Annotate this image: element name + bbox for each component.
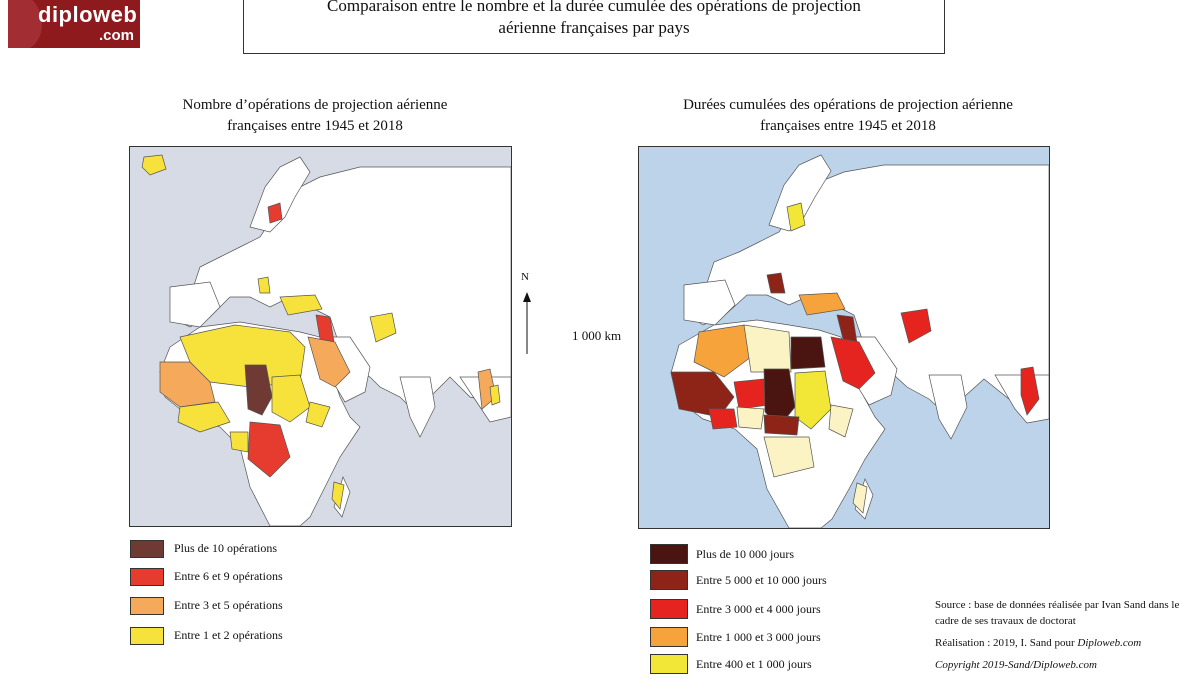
country-turkey bbox=[798, 292, 846, 316]
country-balkans bbox=[257, 276, 271, 294]
credits-source: Source : base de données réalisée par Iv… bbox=[935, 599, 1180, 627]
country-baltic bbox=[786, 202, 806, 232]
country-niger bbox=[733, 378, 770, 410]
credits-realisation: Réalisation : 2019, I. Sand pour Diplowe… bbox=[935, 635, 1197, 651]
diploweb-logo[interactable]: diploweb .com bbox=[8, 0, 140, 48]
map-right-title-line-1: Durées cumulées des opérations de projec… bbox=[683, 97, 1013, 113]
legend-swatch bbox=[650, 654, 688, 674]
country-sudan bbox=[794, 370, 832, 430]
land-india bbox=[399, 376, 436, 438]
country-horn bbox=[828, 404, 854, 438]
page-title-line-2: aérienne françaises par pays bbox=[498, 18, 690, 37]
legend-swatch bbox=[130, 597, 164, 615]
map-right-durations bbox=[638, 146, 1050, 529]
legend-swatch bbox=[130, 627, 164, 645]
legend-label: Entre 3 et 5 opérations bbox=[174, 598, 283, 612]
legend-swatch bbox=[130, 540, 164, 558]
country-madagascar bbox=[852, 482, 868, 514]
map-right-title: Durées cumulées des opérations de projec… bbox=[640, 95, 1056, 137]
land-india bbox=[928, 374, 968, 440]
country-congo bbox=[247, 421, 291, 478]
credits-realisation-prefix: Réalisation : 2019, I. Sand pour bbox=[935, 637, 1078, 649]
page-title-box: Comparaison entre le nombre et la durée … bbox=[243, 0, 945, 54]
country-sudan bbox=[271, 374, 311, 423]
country-madagascar bbox=[331, 481, 345, 510]
logo-text: diploweb bbox=[38, 2, 138, 27]
country-ivory-coast bbox=[708, 408, 738, 430]
map-left-operations-count bbox=[129, 146, 512, 527]
country-afghanistan bbox=[369, 312, 397, 343]
country-saudi-arabia bbox=[830, 336, 876, 390]
map-left-title-line-1: Nombre d’opérations de projection aérien… bbox=[182, 97, 448, 113]
legend-swatch bbox=[650, 570, 688, 590]
country-libya bbox=[743, 324, 792, 373]
legend-label: Entre 6 et 9 opérations bbox=[174, 569, 283, 583]
country-turkey bbox=[279, 294, 323, 316]
legend-label: Plus de 10 opérations bbox=[174, 541, 277, 555]
credits: Source : base de données réalisée par Iv… bbox=[935, 597, 1197, 679]
country-vietnam bbox=[1020, 366, 1040, 416]
country-egypt bbox=[790, 336, 826, 370]
legend-swatch bbox=[650, 544, 688, 564]
country-gabon bbox=[229, 431, 249, 453]
land-scandinavia bbox=[249, 156, 311, 233]
map-right-svg bbox=[639, 147, 1049, 528]
legend-swatch bbox=[650, 627, 688, 647]
map-right-title-line-2: françaises entre 1945 et 2018 bbox=[760, 118, 936, 134]
country-saudi-arabia bbox=[307, 336, 351, 388]
scale-label: 1 000 km bbox=[572, 328, 622, 343]
land-iberia bbox=[683, 279, 736, 326]
country-balkans bbox=[766, 272, 786, 294]
map-left-title-line-2: françaises entre 1945 et 2018 bbox=[227, 118, 403, 134]
country-burkina bbox=[736, 406, 765, 430]
country-mali bbox=[670, 371, 735, 418]
legend-label: Plus de 10 000 jours bbox=[696, 547, 795, 561]
map-left-title: Nombre d’opérations de projection aérien… bbox=[130, 95, 500, 137]
country-baltic bbox=[267, 202, 283, 224]
legend-swatch bbox=[650, 599, 688, 619]
north-label: N bbox=[521, 271, 529, 283]
country-central-african-republic bbox=[763, 414, 800, 436]
country-iceland bbox=[141, 154, 167, 176]
credits-realisation-site[interactable]: Diploweb.com bbox=[1077, 637, 1142, 649]
legend-label: Entre 400 et 1 000 jours bbox=[696, 657, 812, 671]
logo-domain: .com bbox=[98, 27, 134, 44]
legend-label: Entre 5 000 et 10 000 jours bbox=[696, 573, 827, 587]
page-title-line-1: Comparaison entre le nombre et la durée … bbox=[327, 0, 861, 15]
credits-copyright-text: Copyright 2019-Sand/Diploweb.com bbox=[935, 659, 1097, 671]
legend-label: Entre 1 et 2 opérations bbox=[174, 628, 283, 642]
map-left-svg bbox=[130, 147, 511, 526]
country-algeria bbox=[693, 324, 752, 378]
north-arrow-icon bbox=[523, 292, 531, 354]
country-chad bbox=[244, 364, 273, 416]
country-laos bbox=[489, 384, 501, 406]
logo-map-shape bbox=[8, 0, 42, 48]
country-afghanistan bbox=[900, 308, 932, 344]
legend-swatch bbox=[130, 568, 164, 586]
legend-label: Entre 1 000 et 3 000 jours bbox=[696, 630, 821, 644]
credits-copyright: Copyright 2019-Sand/Diploweb.com bbox=[935, 657, 1197, 673]
country-mauritania bbox=[159, 361, 216, 408]
country-horn bbox=[305, 401, 331, 428]
legend-label: Entre 3 000 et 4 000 jours bbox=[696, 602, 821, 616]
country-congo bbox=[763, 436, 815, 478]
land-iberia bbox=[169, 281, 221, 328]
country-west-africa bbox=[177, 401, 231, 433]
